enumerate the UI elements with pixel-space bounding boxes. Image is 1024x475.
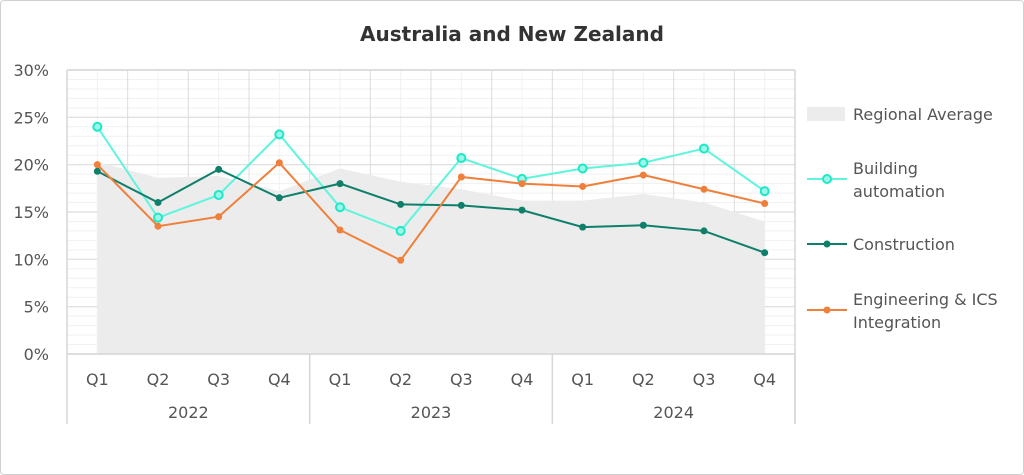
point-building-automation xyxy=(638,157,649,168)
y-tick-label: 5% xyxy=(24,298,49,317)
x-tick-label: Q3 xyxy=(693,370,716,389)
point-building-automation xyxy=(92,121,103,132)
point-construction xyxy=(761,249,769,257)
x-tick-label: Q1 xyxy=(571,370,594,389)
year-label: 2023 xyxy=(411,403,452,422)
x-tick-label: Q2 xyxy=(632,370,655,389)
point-construction xyxy=(579,223,587,231)
point-construction xyxy=(518,206,526,214)
legend-item: Regional Average xyxy=(807,105,993,124)
point-engineering-ics-integration xyxy=(154,222,162,230)
x-tick-label: Q2 xyxy=(147,370,170,389)
x-tick-label: Q2 xyxy=(389,370,412,389)
x-tick-label: Q3 xyxy=(207,370,230,389)
legend-item: Construction xyxy=(807,235,955,254)
point-engineering-ics-integration xyxy=(93,161,101,169)
y-tick-label: 20% xyxy=(13,156,49,175)
y-tick-label: 10% xyxy=(13,250,49,269)
y-tick-label: 30% xyxy=(13,61,49,80)
point-engineering-ics-integration xyxy=(275,159,283,167)
x-tick-label: Q3 xyxy=(450,370,473,389)
legend-label: Construction xyxy=(853,235,955,254)
point-construction xyxy=(154,199,162,207)
legend-label: Regional Average xyxy=(853,105,993,124)
legend-swatch-area xyxy=(807,107,845,121)
point-building-automation xyxy=(456,153,467,164)
point-construction xyxy=(700,227,708,235)
point-building-automation xyxy=(335,202,345,213)
point-building-automation xyxy=(699,143,709,154)
point-engineering-ics-integration xyxy=(457,173,465,181)
point-engineering-ics-integration xyxy=(700,185,708,193)
point-construction xyxy=(639,221,647,229)
line-building-automation xyxy=(96,126,766,233)
legend-item: Building automation xyxy=(807,159,945,201)
x-tick-label: Q4 xyxy=(268,370,291,389)
x-tick-label: Q4 xyxy=(753,370,776,389)
x-tick-label: Q1 xyxy=(329,370,352,389)
year-label: 2022 xyxy=(168,403,209,422)
point-building-automation xyxy=(395,225,406,236)
point-engineering-ics-integration xyxy=(336,226,344,234)
area-regional-average xyxy=(97,161,765,354)
point-engineering-ics-integration xyxy=(761,199,769,207)
legend-marker xyxy=(822,174,832,184)
y-tick-label: 25% xyxy=(13,108,49,127)
year-label: 2024 xyxy=(653,403,694,422)
point-engineering-ics-integration xyxy=(579,182,587,190)
point-construction xyxy=(336,180,344,188)
point-engineering-ics-integration xyxy=(397,256,405,264)
point-engineering-ics-integration xyxy=(518,180,526,188)
point-building-automation xyxy=(759,186,770,197)
point-construction xyxy=(275,194,283,202)
chart-title: Australia and New Zealand xyxy=(360,22,664,46)
line-construction xyxy=(96,168,766,254)
point-construction xyxy=(93,167,101,175)
point-building-automation xyxy=(577,163,588,174)
line-engineering-ics-integration xyxy=(96,161,765,262)
legend-label: Engineering & ICS Integration xyxy=(853,290,998,332)
point-building-automation xyxy=(274,129,285,140)
y-tick-label: 15% xyxy=(13,203,49,222)
point-construction xyxy=(457,201,465,209)
legend-marker xyxy=(823,240,831,248)
point-engineering-ics-integration xyxy=(215,213,223,221)
x-tick-label: Q4 xyxy=(511,370,534,389)
x-tick-label: Q1 xyxy=(86,370,109,389)
point-construction xyxy=(215,165,223,173)
point-building-automation xyxy=(153,212,163,223)
legend-label: Building automation xyxy=(853,159,945,201)
legend-marker xyxy=(823,306,831,314)
point-building-automation xyxy=(213,189,224,200)
point-construction xyxy=(397,200,405,208)
point-engineering-ics-integration xyxy=(639,171,647,179)
y-tick-label: 0% xyxy=(24,345,49,364)
legend-item: Engineering & ICS Integration xyxy=(807,290,998,332)
